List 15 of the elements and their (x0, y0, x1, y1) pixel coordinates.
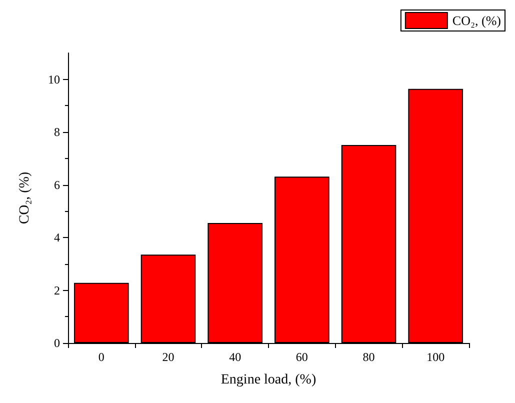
y-tick-label: 6 (54, 178, 60, 192)
y-tick-label: 8 (54, 125, 60, 140)
x-tick-label: 20 (162, 350, 174, 364)
y-tick-label: 2 (54, 283, 60, 298)
x-tick-label: 0 (98, 350, 104, 364)
y-tick-label: 0 (54, 336, 60, 350)
x-tick-label: 40 (229, 350, 242, 364)
y-tick-label: 4 (54, 230, 60, 245)
y-tick-label: 10 (48, 72, 60, 86)
x-tick-label: 80 (362, 350, 375, 364)
x-axis-title: Engine load, (%) (220, 372, 316, 388)
y-axis-title: CO₂, (%) (18, 172, 32, 224)
x-tick-label: 60 (296, 350, 308, 364)
x-tick-label: 100 (426, 350, 445, 364)
legend-label: CO₂, (%) (452, 13, 502, 28)
